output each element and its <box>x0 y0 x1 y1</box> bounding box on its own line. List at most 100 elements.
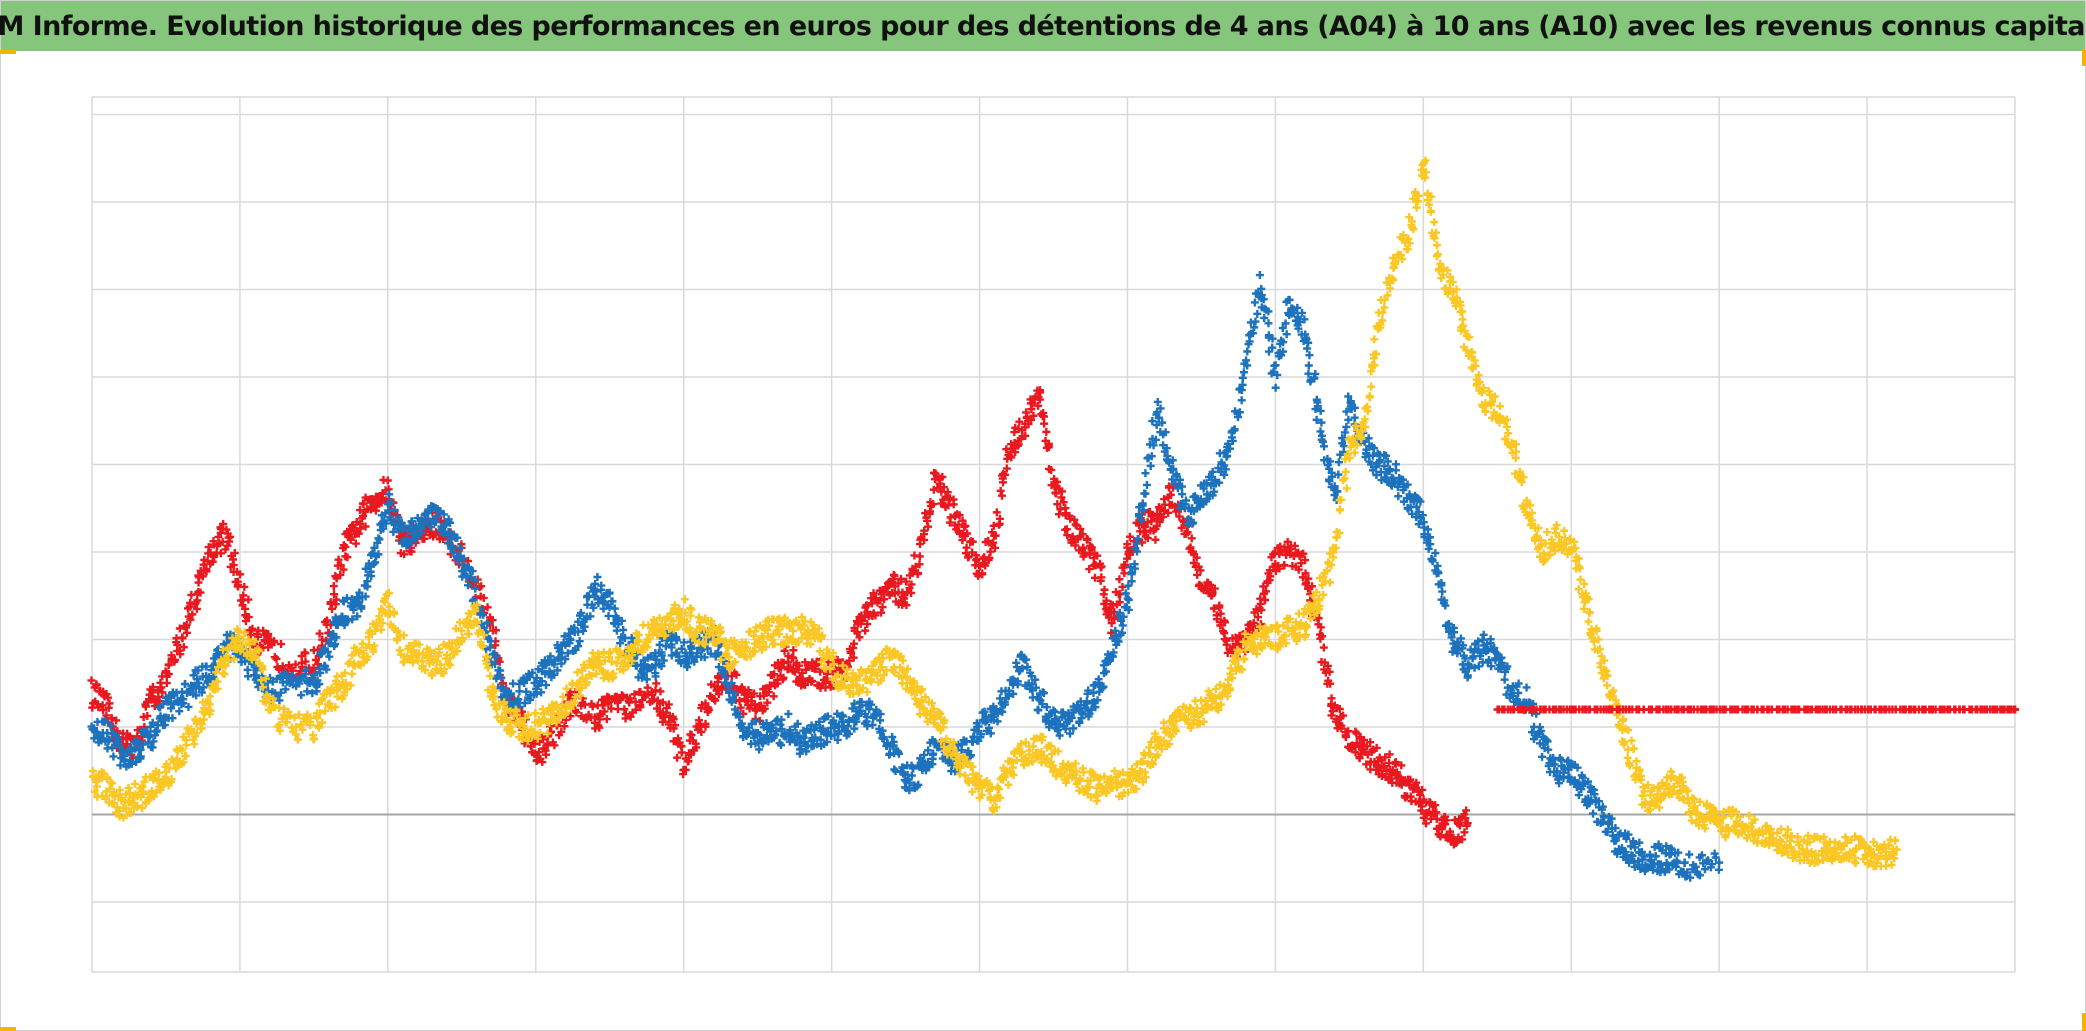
data-point <box>497 673 506 682</box>
data-point <box>1028 399 1037 408</box>
data-point <box>372 500 381 509</box>
data-point <box>1432 808 1441 817</box>
data-point <box>1335 704 1344 713</box>
data-point <box>386 516 395 525</box>
data-point <box>999 478 1007 487</box>
data-point <box>677 748 686 757</box>
data-point <box>1397 780 1406 789</box>
data-point <box>686 750 695 759</box>
data-point <box>194 666 203 675</box>
data-point <box>323 647 332 656</box>
data-point <box>332 633 341 642</box>
data-point <box>149 737 158 746</box>
data-point <box>1014 440 1023 449</box>
data-point <box>995 514 1004 523</box>
data-point <box>691 739 700 748</box>
data-point <box>175 707 184 716</box>
data-point <box>449 548 458 557</box>
resize-handle-bottom-right[interactable] <box>2082 1013 2086 1031</box>
data-point <box>390 505 399 514</box>
data-point <box>310 670 319 679</box>
data-point <box>913 569 922 578</box>
data-point <box>902 577 911 586</box>
data-point <box>1125 532 1134 541</box>
data-point <box>915 552 924 561</box>
data-point <box>1206 580 1215 589</box>
data-point <box>681 765 690 774</box>
data-point <box>1257 606 1266 615</box>
data-point <box>146 722 155 731</box>
data-point <box>1337 724 1346 733</box>
data-point <box>323 616 332 625</box>
data-point <box>1071 541 1080 550</box>
data-point <box>1326 679 1335 688</box>
data-point <box>877 590 886 599</box>
data-point <box>636 703 645 712</box>
data-point <box>1362 760 1371 769</box>
data-point <box>158 688 167 697</box>
data-point <box>259 626 268 635</box>
data-point <box>863 620 872 629</box>
data-point <box>295 679 304 688</box>
data-point <box>241 604 250 613</box>
data-point <box>701 699 710 708</box>
data-point <box>325 652 334 661</box>
data-point <box>1097 573 1106 582</box>
data-point <box>989 538 998 547</box>
data-point <box>1438 587 1447 596</box>
data-point <box>1212 615 1221 624</box>
data-point <box>991 531 1000 540</box>
data-point <box>1040 412 1049 421</box>
data-point <box>408 517 417 526</box>
data-point <box>239 591 248 600</box>
data-point <box>1323 661 1332 670</box>
data-point <box>1308 582 1317 591</box>
data-point <box>1394 492 1403 501</box>
data-point <box>1290 541 1299 550</box>
data-point <box>309 735 318 744</box>
data-point <box>1215 601 1224 610</box>
data-point <box>243 665 252 674</box>
data-point <box>104 735 113 744</box>
data-point <box>1187 534 1196 543</box>
data-point <box>1392 768 1401 777</box>
data-point <box>216 549 225 558</box>
data-point <box>1029 411 1038 420</box>
data-point <box>361 522 370 531</box>
resize-handle-top-left[interactable] <box>0 50 16 54</box>
data-point <box>626 694 635 703</box>
data-point <box>297 691 306 700</box>
data-point <box>1118 582 1127 591</box>
data-point <box>159 700 168 709</box>
data-point <box>963 529 972 538</box>
data-point <box>810 664 819 673</box>
data-point <box>1123 540 1132 549</box>
data-point <box>888 733 897 742</box>
data-point <box>1304 574 1313 583</box>
data-point <box>673 753 682 762</box>
data-point <box>291 660 300 669</box>
data-point <box>272 654 281 663</box>
data-point <box>626 712 635 721</box>
data-point <box>358 499 367 508</box>
data-point <box>192 604 201 613</box>
data-point <box>530 739 539 748</box>
data-point <box>116 761 125 770</box>
data-point <box>1164 508 1173 517</box>
data-point <box>301 665 310 674</box>
data-point <box>1685 850 1694 859</box>
resize-handle-top-right[interactable] <box>2082 50 2086 66</box>
resize-handle-bottom-left[interactable] <box>0 1027 16 1031</box>
data-point <box>164 660 173 669</box>
data-point <box>1035 395 1044 404</box>
data-point <box>336 561 345 570</box>
data-point <box>488 616 497 625</box>
data-point <box>197 688 206 697</box>
data-point <box>152 727 161 736</box>
data-point <box>620 705 629 714</box>
data-point <box>537 688 546 697</box>
data-point <box>1107 619 1116 628</box>
data-point <box>468 567 477 576</box>
